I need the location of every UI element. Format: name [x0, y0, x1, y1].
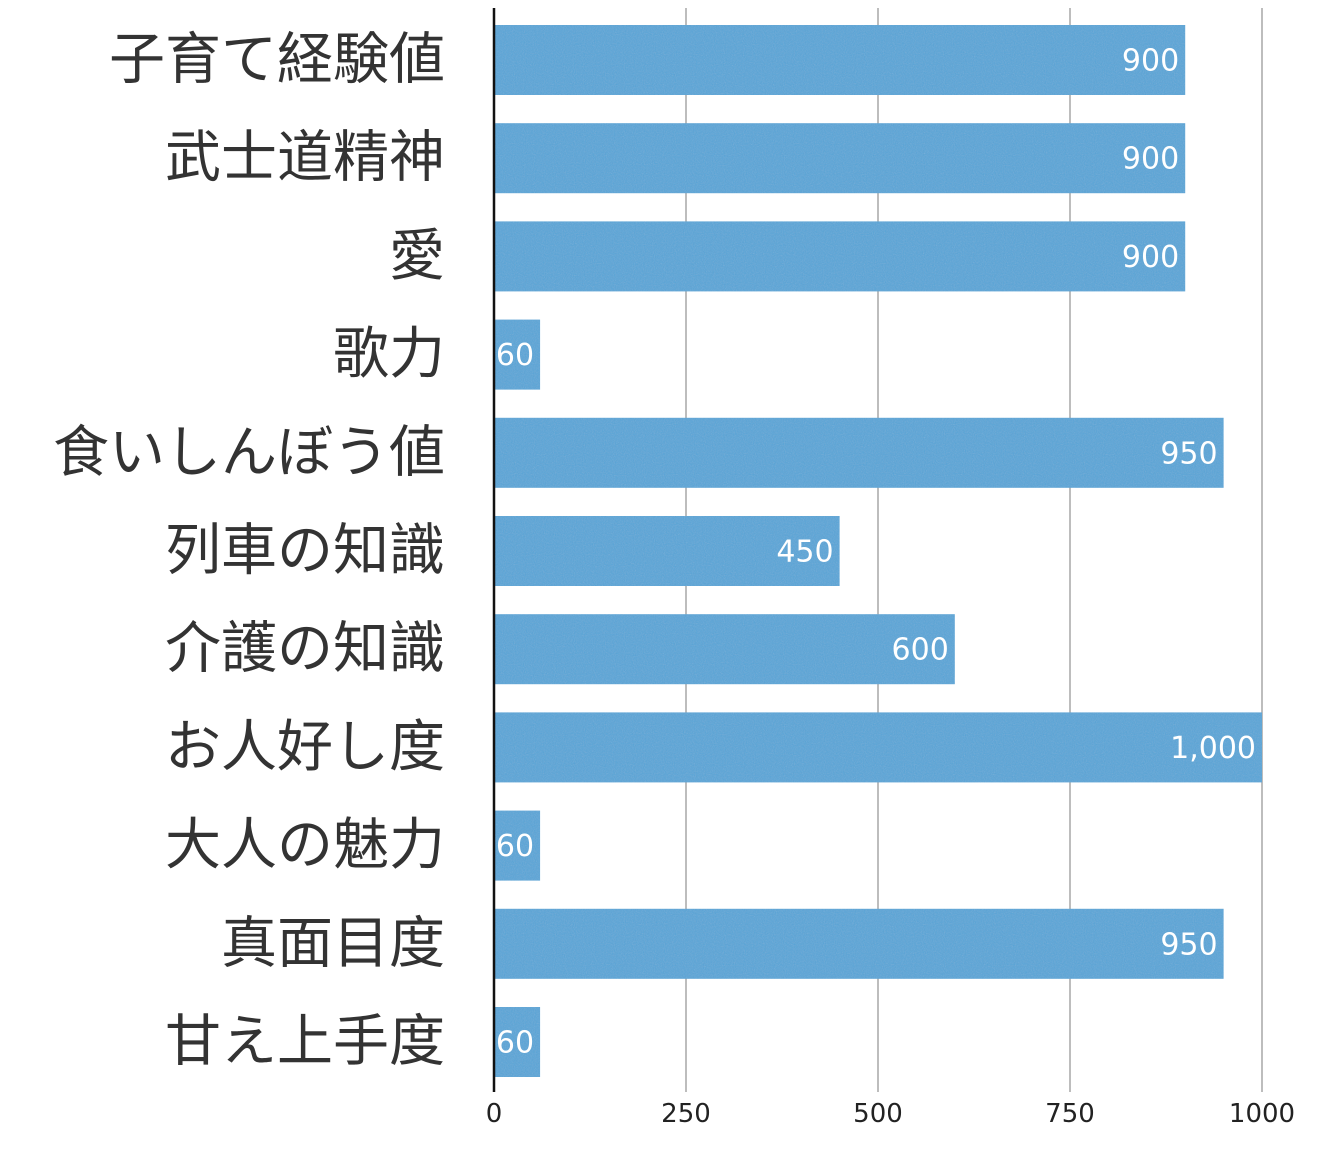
x-tick-label-750: 750	[1045, 1099, 1095, 1129]
value-label-5: 450	[776, 535, 833, 570]
value-label-9: 950	[1160, 927, 1217, 962]
category-label-3: 歌力	[333, 322, 445, 387]
bar-3	[494, 319, 541, 390]
value-label-0: 900	[1122, 44, 1179, 79]
value-label-8: 60	[496, 829, 534, 864]
value-label-6: 600	[892, 633, 949, 668]
category-label-10: 甘え上手度	[165, 1010, 445, 1075]
category-label-9: 真面目度	[221, 911, 445, 976]
bar-9	[494, 908, 1224, 979]
value-label-10: 60	[496, 1026, 534, 1061]
bar-1	[494, 123, 1186, 194]
value-label-3: 60	[496, 338, 534, 373]
category-label-0: 子育て経験値	[109, 28, 445, 93]
value-label-1: 900	[1122, 142, 1179, 177]
category-label-8: 大人の魅力	[165, 813, 445, 878]
bar-4	[494, 417, 1224, 488]
bars	[494, 25, 1262, 1077]
value-label-4: 950	[1160, 436, 1217, 471]
bar-0	[494, 25, 1186, 95]
bar-8	[494, 810, 541, 881]
bar-10	[494, 1007, 541, 1077]
value-label-2: 900	[1122, 240, 1179, 275]
labels: 0 250 500 750 1000 子育て経験値 900 武士道精神 900 愛 900 歌力 60 食…	[53, 28, 1295, 1130]
x-tick-label-250: 250	[661, 1099, 711, 1129]
bar-5	[494, 516, 840, 586]
category-label-4: 食いしんぼう値	[53, 420, 445, 485]
category-label-1: 武士道精神	[165, 126, 445, 191]
bar-7	[494, 712, 1262, 783]
bar-2	[494, 221, 1186, 292]
category-label-2: 愛	[389, 224, 445, 289]
category-label-6: 介護の知識	[165, 617, 445, 682]
category-label-5: 列車の知識	[165, 519, 445, 584]
x-tick-label-0: 0	[486, 1099, 503, 1129]
x-tick-label-1000: 1000	[1229, 1099, 1295, 1129]
category-label-7: お人好し度	[165, 715, 445, 780]
value-label-7: 1,000	[1170, 731, 1256, 766]
x-tick-label-500: 500	[853, 1099, 903, 1129]
bar-6	[494, 614, 955, 685]
